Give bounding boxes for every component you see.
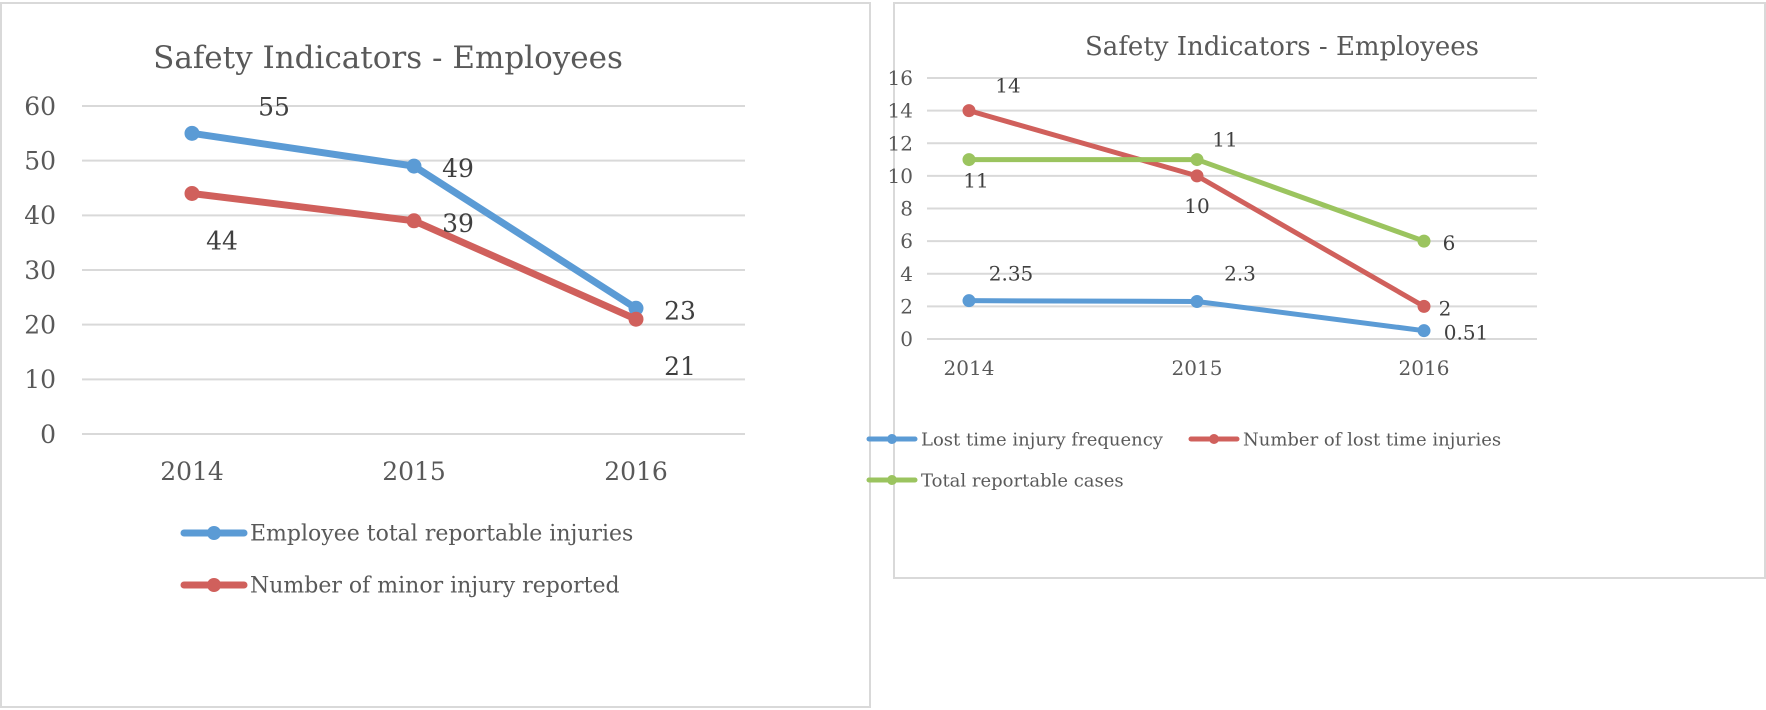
left-chart-x-tick-label: 2015 xyxy=(382,457,446,486)
left-chart-y-tick-label: 20 xyxy=(24,310,56,339)
left-chart-data-label: 44 xyxy=(206,226,238,255)
right-chart-data-point xyxy=(1417,324,1431,338)
right-chart-data-point xyxy=(1417,299,1431,313)
left-chart-data-point xyxy=(406,158,422,174)
right-chart-data-label: 14 xyxy=(995,74,1020,98)
right-chart-x-tick-label: 2015 xyxy=(1172,356,1223,380)
left-chart-y-tick-label: 40 xyxy=(24,201,56,230)
right-chart-y-tick-label: 0 xyxy=(900,327,913,351)
right-chart-data-label: 10 xyxy=(1184,194,1209,218)
left-chart-data-label: 55 xyxy=(258,92,290,121)
left-chart-legend-marker-1 xyxy=(207,526,221,540)
right-chart-data-point xyxy=(1190,153,1204,167)
left-chart-data-label: 23 xyxy=(664,296,696,325)
left-chart-x-tick-label: 2016 xyxy=(604,457,668,486)
left-chart-data-point xyxy=(628,311,644,327)
left-chart-y-tick-label: 0 xyxy=(40,420,56,449)
left-chart-data-label: 49 xyxy=(442,154,474,183)
right-chart-data-label: 11 xyxy=(1212,128,1237,152)
left-chart-legend-label-2: Number of minor injury reported xyxy=(250,574,620,599)
right-chart-y-tick-label: 4 xyxy=(900,262,913,286)
chart-panel-left: Safety Indicators - Employees 0 10 20 30 40 50… xyxy=(0,2,871,708)
left-chart-data-label: 21 xyxy=(664,352,696,381)
left-chart-data-label: 39 xyxy=(442,209,474,238)
left-chart-y-tick-label: 10 xyxy=(24,365,56,394)
right-chart-data-point xyxy=(962,153,976,167)
right-chart-data-label: 2.35 xyxy=(989,262,1034,286)
left-chart-data-point xyxy=(184,125,200,141)
right-chart-y-tick-label: 12 xyxy=(888,131,913,155)
chart-panel-right: Safety Indicators - Employees 0 2 4 6 8 10 12 14… xyxy=(866,2,1766,579)
left-chart-legend-label-1: Employee total reportable injuries xyxy=(250,522,633,547)
right-chart-x-tick-label: 2016 xyxy=(1399,356,1450,380)
left-chart-data-point xyxy=(406,213,422,229)
left-chart-y-tick-label: 60 xyxy=(24,92,56,121)
right-chart-legend-marker-3 xyxy=(887,475,897,485)
chart-right-svg: Safety Indicators - Employees 0 2 4 6 8 10 12 14… xyxy=(866,32,1537,491)
right-chart-data-point xyxy=(1190,169,1204,183)
right-chart-data-point xyxy=(962,104,976,118)
left-chart-legend-marker-2 xyxy=(207,578,221,592)
right-chart-legend-marker-2 xyxy=(1209,434,1219,444)
right-chart-legend-label-3: Total reportable cases xyxy=(921,470,1124,491)
chart-left-svg: Safety Indicators - Employees 0 10 20 30 40 50… xyxy=(24,40,745,599)
right-chart-data-point xyxy=(962,294,976,308)
right-chart-y-tick-label: 10 xyxy=(888,164,913,188)
right-chart-data-label: 6 xyxy=(1443,231,1456,255)
left-chart-data-point xyxy=(184,185,200,201)
right-chart-legend-marker-1 xyxy=(887,434,897,444)
right-chart-data-label: 11 xyxy=(963,169,988,193)
right-chart-y-tick-label: 16 xyxy=(888,66,913,90)
right-chart-data-point xyxy=(1417,234,1431,248)
right-chart-legend-label-1: Lost time injury frequency xyxy=(921,429,1164,450)
right-chart-y-tick-label: 14 xyxy=(888,99,913,123)
left-chart-x-tick-label: 2014 xyxy=(160,457,224,486)
right-chart-y-tick-label: 6 xyxy=(900,229,913,253)
right-chart-title: Safety Indicators - Employees xyxy=(1085,32,1479,62)
left-chart-series-line-2 xyxy=(188,189,640,323)
left-chart-y-tick-label: 30 xyxy=(24,256,56,285)
left-chart-title: Safety Indicators - Employees xyxy=(153,40,623,76)
right-chart-x-tick-label: 2014 xyxy=(944,356,995,380)
right-chart-y-tick-label: 8 xyxy=(900,197,913,221)
right-chart-legend-label-2: Number of lost time injuries xyxy=(1243,429,1501,450)
right-chart-data-label: 2 xyxy=(1439,296,1452,320)
right-chart-data-point xyxy=(1190,294,1204,308)
right-chart-data-label: 2.3 xyxy=(1224,261,1256,285)
right-chart-y-tick-label: 2 xyxy=(900,294,913,318)
left-chart-y-tick-label: 50 xyxy=(24,146,56,175)
right-chart-data-label: 0.51 xyxy=(1444,321,1489,345)
